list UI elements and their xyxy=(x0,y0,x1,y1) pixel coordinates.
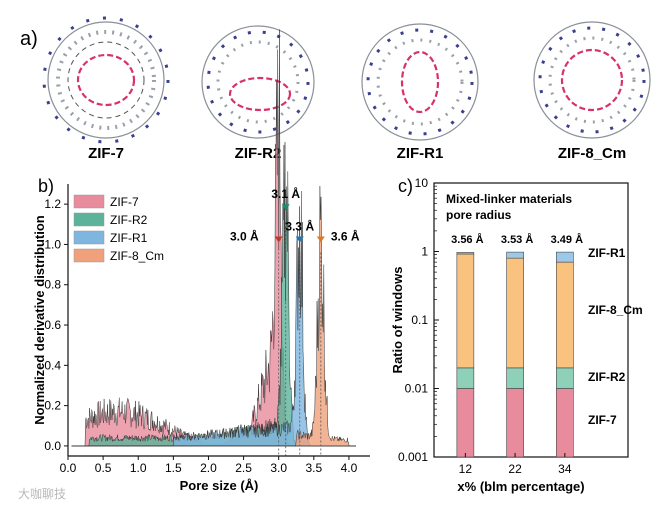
x-tick-label: 3.5 xyxy=(305,461,322,475)
bar-segment-zif-r1 xyxy=(456,252,475,255)
panel-c-label: c) xyxy=(398,176,413,196)
panel-a-label: a) xyxy=(20,28,38,50)
x-tick-label: 1.5 xyxy=(165,461,182,475)
y-tick-label: 0.6 xyxy=(44,318,61,332)
legend-swatch xyxy=(73,212,105,227)
series-label: ZIF-R1 xyxy=(588,246,626,260)
x-tick-label: 1.0 xyxy=(130,461,147,475)
pore-ring xyxy=(76,53,136,107)
legend-label: ZIF-R2 xyxy=(110,213,148,227)
structure-zif-8-cm xyxy=(533,21,651,139)
bar-top-label: 3.53 Å xyxy=(501,233,533,246)
pore-ring xyxy=(228,76,292,112)
y-tick-label: 0.2 xyxy=(44,399,61,413)
x-tick-label: 22 xyxy=(508,462,522,476)
y-tick-label: 0.1 xyxy=(411,313,428,327)
bar-segment-zif-r2 xyxy=(556,367,574,389)
x-tick-label: 4.0 xyxy=(341,461,358,475)
y-axis-label: Normalized derivative distribution xyxy=(32,215,47,425)
y-tick-label: 1 xyxy=(421,245,428,259)
bar-segment-zif-8-cm xyxy=(506,257,524,369)
x-tick-label: 2.0 xyxy=(200,461,217,475)
peak-label: 3.3 Å xyxy=(285,218,314,233)
x-axis-label: x% (blm percentage) xyxy=(457,479,584,494)
peak-marker xyxy=(281,204,290,211)
bar-segment-zif-7 xyxy=(506,388,524,458)
legend-label: ZIF-R1 xyxy=(110,231,148,245)
series-label: ZIF-8_Cm xyxy=(588,303,643,317)
bar-segment-zif-8-cm xyxy=(556,261,574,369)
series-area-zif-r2 xyxy=(71,142,356,447)
bar-segment-zif-8-cm xyxy=(456,253,475,369)
bar-segment-zif-r1 xyxy=(506,251,524,259)
y-tick-label: 1.0 xyxy=(44,237,61,251)
y-tick-label: 1.2 xyxy=(44,197,61,211)
series-label: ZIF-7 xyxy=(588,413,617,427)
bar-segment-zif-r1 xyxy=(556,251,574,263)
bar-segment-zif-r2 xyxy=(456,367,475,389)
structure-label: ZIF-R1 xyxy=(397,145,444,162)
structure-label: ZIF-R2 xyxy=(235,145,282,162)
peak-label: 3.1 Å xyxy=(271,186,300,201)
structure-zif-7 xyxy=(42,16,170,144)
chart-title-line2: pore radius xyxy=(446,208,512,222)
y-tick-label: 0.001 xyxy=(398,450,428,464)
legend-swatch xyxy=(73,230,105,245)
series-label: ZIF-R2 xyxy=(588,370,626,384)
legend-swatch xyxy=(73,194,105,209)
chart-c: 0.001 0.01 0.1 1 10 12 3.56 Å 22 3.53 Å 34 3.49 Å Z… xyxy=(390,176,643,494)
x-tick-label: 12 xyxy=(459,462,473,476)
peak-label: 3.6 Å xyxy=(331,228,360,243)
structure-zif-r1 xyxy=(361,23,479,141)
peak-marker xyxy=(316,236,325,243)
legend-label: ZIF-8_Cm xyxy=(110,249,164,263)
x-tick-label: 2.5 xyxy=(235,461,252,475)
bar-segment-zif-7 xyxy=(456,388,475,458)
bar-segment-zif-r2 xyxy=(506,367,524,389)
peak-label: 3.0 Å xyxy=(230,228,259,243)
peak-marker xyxy=(295,236,304,243)
panel-b-label: b) xyxy=(38,176,54,196)
series-area-zif-8-cm xyxy=(71,186,356,447)
x-tick-label: 3.0 xyxy=(270,461,287,475)
legend-label: ZIF-7 xyxy=(110,195,139,209)
y-tick-label: 10 xyxy=(415,176,429,190)
y-tick-label: 0.0 xyxy=(44,439,61,453)
bar-top-label: 3.49 Å xyxy=(551,233,583,246)
bar-top-label: 3.56 Å xyxy=(451,233,483,246)
x-tick-label: 0.0 xyxy=(60,461,77,475)
y-axis-label: Ratio of windows xyxy=(390,267,405,374)
structure-label: ZIF-7 xyxy=(88,145,124,162)
peak-marker xyxy=(274,236,283,243)
watermark: 大咖聊技 xyxy=(18,486,66,501)
structure-label: ZIF-8_Cm xyxy=(558,145,626,162)
pore-ring xyxy=(560,48,624,112)
legend-swatch xyxy=(73,248,105,263)
structure-zif-r2 xyxy=(201,25,315,139)
x-tick-label: 0.5 xyxy=(95,461,112,475)
x-tick-label: 34 xyxy=(558,462,572,476)
x-axis-label: Pore size (Å) xyxy=(180,478,259,493)
bar-segment-zif-7 xyxy=(556,388,574,458)
y-tick-label: 0.4 xyxy=(44,358,61,372)
chart-title-line1: Mixed-linker materials xyxy=(446,192,572,206)
y-tick-label: 0.8 xyxy=(44,278,61,292)
y-tick-label: 0.01 xyxy=(405,382,429,396)
pore-ring xyxy=(400,50,440,114)
chart-b: 0.0 0.5 1.0 1.5 2.0 2.5 3.0 3.5 4.0 0.0 0.2 0.4 0.6 0… xyxy=(32,29,370,493)
